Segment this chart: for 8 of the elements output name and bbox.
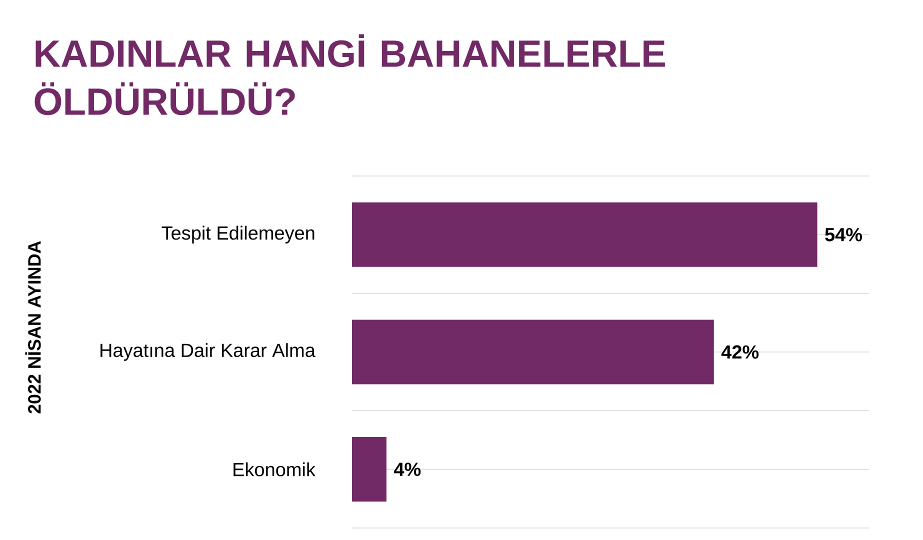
y-tick-label: Tespit Edilemeyen: [162, 226, 314, 244]
data-label: 4%: [394, 462, 421, 476]
data-label: 54%: [825, 228, 862, 242]
y-axis-title: 2022 NİSAN AYINDA: [25, 241, 41, 414]
y-tick-label: Ekonomik: [234, 462, 316, 476]
chart-title: KADINLAR HANGİ BAHANELERLE ÖLDÜRÜLDÜ?: [34, 34, 665, 116]
y-tick-label: Hayatına Dair Karar Alma: [100, 343, 316, 361]
data-label: 42%: [721, 345, 759, 359]
